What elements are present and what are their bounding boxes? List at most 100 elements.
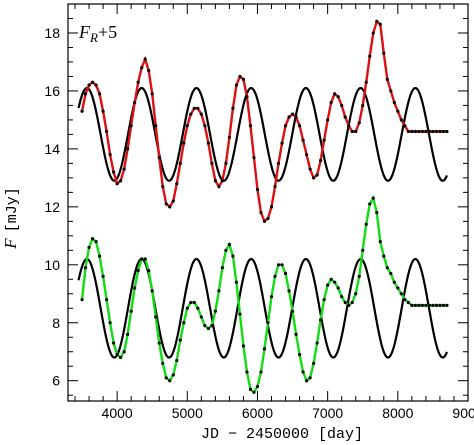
red_series-point [371,31,375,35]
red_series-point [129,124,133,128]
green_series-point [413,303,417,307]
red_series-point [171,199,175,203]
green_series-point [196,306,200,310]
red_series-point [403,124,407,128]
green_series-point [399,292,403,296]
green_series-point [280,263,284,267]
green_series-point [94,240,98,244]
green_series-point [108,321,112,325]
red_series-point [97,92,102,96]
red_series-point [252,155,256,160]
green_series-point [266,321,270,325]
red_series-point [196,106,200,110]
red_series-point [133,100,137,105]
green_series-point [340,295,344,299]
green_series-point [234,280,239,284]
red_series-point [94,83,98,87]
red_series-point [389,89,393,93]
green_series-point [168,379,172,383]
red_series-point [80,109,84,113]
red_series-point [399,118,403,122]
red_series-point [87,83,91,87]
red_series-point [83,92,88,96]
red_series-point [417,129,421,134]
green_series-point [273,274,277,278]
green_series-point [119,355,123,360]
red_series-line [80,19,447,224]
green_series-point [97,254,102,258]
green_series-point [294,332,298,336]
red_series-point [126,147,130,151]
red_series-point [294,115,298,119]
red_series-point [189,112,193,116]
green_series-point [224,248,228,252]
green_series-point [262,347,267,351]
red_series-point [161,184,165,189]
green_series-point [122,350,126,354]
green_series-point [248,387,253,392]
red_series-point [234,83,239,87]
red_series-point [255,187,260,192]
green_series-point [101,274,105,278]
red_series-point [210,161,214,165]
green_series-point [378,240,382,244]
x-tick-label: 9000 [452,405,474,421]
red_series-point [220,179,224,183]
red_series-point [185,124,189,128]
red_series-point [245,95,249,99]
green_series-point [259,370,263,374]
green_series-point [175,358,179,363]
green_series-point [424,303,428,307]
red_series-point [378,22,382,26]
green_series-point [297,353,302,357]
x-tick-label: 8000 [382,405,413,421]
green_series-point [231,254,235,258]
green_series-point [192,300,196,305]
green_series-point [312,361,316,365]
red_series-point [347,124,351,128]
green_series-point [364,222,368,226]
green_series-point [406,300,410,305]
red_series-point [308,167,312,171]
green_series-point [217,289,221,293]
green_series-point [255,384,260,389]
green_series-point [347,303,351,307]
green_series-point [129,309,133,313]
green_series-point [220,266,224,270]
red_series-point [112,170,116,174]
red_series-point [413,129,417,134]
red_series-point [301,138,305,142]
green_series-point [90,237,95,241]
red_series-point [119,179,123,183]
model-curve [77,86,448,182]
green_series-point [396,286,400,290]
green_series-point [126,332,130,336]
red_series-point [231,106,235,110]
red_series-point [350,129,354,134]
red_series-point [273,184,277,189]
red_series-point [280,141,284,145]
green_series-point [445,303,449,307]
red_series-point [213,179,217,183]
green_series-point [206,326,210,331]
green_series-point [354,292,358,296]
green_series-point [375,211,379,215]
series-layer [77,19,449,395]
red_series-point [262,219,267,223]
green_series-point [227,242,232,247]
red_series-point [287,115,291,119]
green_series-point [136,268,140,273]
x-tick-label: 6000 [242,405,273,421]
green_series-point [164,376,168,380]
x-tick-label: 4000 [102,405,133,421]
plot-frame [67,3,469,402]
red_series-point [178,161,182,165]
y-tick-label: 16 [44,83,60,99]
green_series-point [301,370,305,374]
red_series-point [164,202,168,206]
green_series-point [410,303,414,307]
model-curve [77,257,448,359]
green_series-point [154,315,158,319]
